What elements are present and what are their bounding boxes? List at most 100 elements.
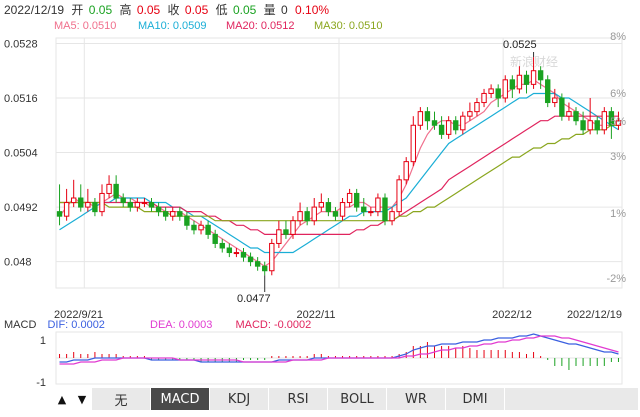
candle-up: [474, 102, 480, 113]
tab-macd[interactable]: MACD: [151, 388, 210, 410]
candle-up: [460, 115, 466, 131]
candle-up: [488, 88, 494, 94]
candle-up: [297, 211, 303, 222]
x-tick: 2022/12/19: [567, 309, 622, 321]
macd-title: MACD: [4, 319, 36, 331]
candle-up: [141, 202, 148, 205]
candle-down: [573, 111, 579, 122]
candle-up: [410, 124, 416, 163]
candle-up: [70, 197, 77, 204]
candle-up: [99, 192, 105, 213]
low-label: 低: [216, 3, 228, 17]
macd-y-tick: 1: [40, 335, 46, 347]
candles: [56, 57, 622, 276]
macd-value-legend: MACD: -0.0002: [235, 319, 311, 331]
close-value: 0.05: [185, 3, 209, 17]
candle-down: [212, 233, 218, 244]
y-tick-right: 3%: [610, 151, 626, 163]
candle-up: [233, 252, 240, 255]
tab-wr[interactable]: WR: [387, 388, 446, 410]
candle-down: [254, 261, 261, 267]
candle-up: [106, 183, 112, 194]
candle-up: [552, 97, 558, 104]
macd-legend: MACD DIF: 0.0002 DEA: 0.0003 MACD: -0.00…: [4, 319, 311, 331]
y-tick-left: 0.0516: [4, 93, 38, 105]
candle-down: [424, 111, 431, 122]
candle-down: [353, 192, 360, 208]
ma30-line: [59, 124, 619, 222]
open-label: 开: [71, 3, 83, 17]
tab-boll[interactable]: BOLL: [328, 388, 387, 410]
y-tick-left: 0.0504: [4, 148, 38, 160]
candle-down: [325, 202, 332, 213]
candle-down: [120, 197, 126, 204]
candle-down: [537, 70, 544, 81]
candle-down: [262, 265, 268, 272]
candle-up: [276, 229, 282, 244]
candle-down: [191, 224, 197, 231]
indicator-tabbar: ▲ ▼ 无 MACD KDJ RSI BOLL WR DMI: [52, 388, 638, 410]
candle-down: [431, 120, 438, 126]
candle-up: [587, 120, 593, 131]
tab-kdj[interactable]: KDJ: [210, 388, 269, 410]
candle-down: [438, 124, 445, 135]
y-tick-left: 0.048: [4, 257, 32, 269]
y-tick-right: 1%: [610, 208, 626, 220]
candle-up: [63, 202, 70, 217]
candle-up: [445, 120, 452, 135]
candle-down: [92, 202, 98, 213]
candle-up: [601, 111, 608, 131]
candle-down: [495, 88, 501, 99]
candle-up: [389, 211, 395, 222]
candle-down: [247, 256, 254, 263]
x-tick: 2022/12: [492, 309, 532, 321]
candle-down: [608, 111, 615, 126]
candle-down: [283, 229, 289, 235]
candle-up: [502, 79, 508, 99]
dea-line: [59, 335, 619, 365]
candle-up: [467, 111, 473, 117]
y-tick-right: -2%: [606, 273, 626, 285]
candle-up: [198, 224, 204, 231]
prev-arrow-icon[interactable]: ▲: [57, 392, 67, 406]
max-annotation: 0.0525: [503, 39, 537, 51]
candle-down: [332, 211, 339, 217]
candle-up: [346, 192, 353, 204]
candle-up: [530, 70, 537, 85]
ma20-legend: MA20: 0.0512: [226, 20, 295, 32]
min-annotation: 0.0477: [237, 293, 271, 305]
candle-down: [56, 211, 63, 217]
y-tick-right: 5%: [610, 116, 626, 128]
candle-down: [78, 197, 84, 208]
candle-up: [85, 202, 91, 208]
volume-label: 量: [264, 3, 276, 17]
candle-up: [269, 242, 275, 272]
candle-up: [516, 74, 523, 90]
ma30-legend: MA30: 0.0510: [314, 20, 383, 32]
x-tick: 2022/9/21: [54, 309, 103, 321]
ma5-legend: MA5: 0.0510: [54, 20, 116, 32]
candle-down: [382, 197, 388, 222]
candle-down: [219, 242, 225, 249]
candle-down: [240, 252, 247, 258]
candle-down: [545, 79, 551, 104]
y-tick-right: 8%: [610, 31, 626, 43]
high-label: 高: [119, 2, 131, 17]
candle-down: [361, 206, 367, 213]
candle-up: [290, 220, 296, 235]
tab-dmi[interactable]: DMI: [446, 388, 505, 410]
candle-down: [177, 211, 183, 217]
tab-rsi[interactable]: RSI: [269, 388, 328, 410]
candle-up: [403, 161, 409, 181]
candle-down: [523, 74, 530, 85]
tab-none[interactable]: 无: [92, 388, 151, 410]
candle-up: [396, 179, 402, 213]
close-label: 收: [168, 3, 180, 17]
high-value: 0.05: [137, 3, 161, 17]
macd-y-tick: -1: [36, 377, 46, 389]
candle-up: [170, 211, 176, 217]
next-arrow-icon[interactable]: ▼: [77, 392, 87, 406]
candle-down: [127, 202, 133, 208]
candle-up: [375, 197, 381, 213]
candle-up: [615, 120, 622, 126]
